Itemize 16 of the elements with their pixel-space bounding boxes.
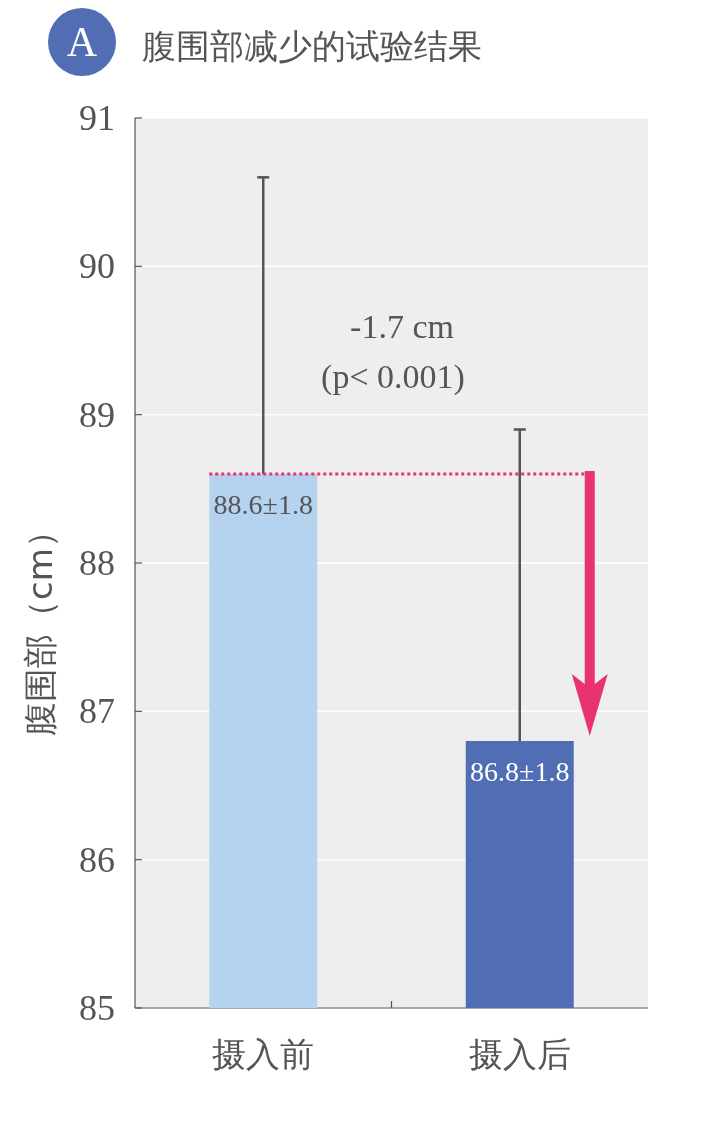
y-tick-label: 86 [79, 839, 115, 880]
y-tick-label: 90 [79, 246, 115, 287]
data-label: 88.6±1.8 [213, 489, 313, 520]
annotation: -1.7 cm [350, 308, 454, 345]
y-tick-label: 91 [79, 98, 115, 138]
y-tick-label: 87 [79, 691, 115, 732]
y-tick-label: 88 [79, 543, 115, 583]
x-tick-label: 摄入前 [212, 1034, 315, 1074]
x-tick-label: 摄入后 [468, 1034, 571, 1074]
y-tick-label: 89 [79, 394, 115, 435]
chart-title: 腹围部减少的试验结果 [142, 26, 482, 66]
data-label: 86.8±1.8 [470, 756, 570, 787]
y-axis-title: 腹围部（cm） [20, 514, 60, 736]
text: A [66, 19, 98, 65]
y-tick-label: 85 [79, 988, 115, 1028]
annotation: (p< 0.001) [321, 358, 465, 396]
